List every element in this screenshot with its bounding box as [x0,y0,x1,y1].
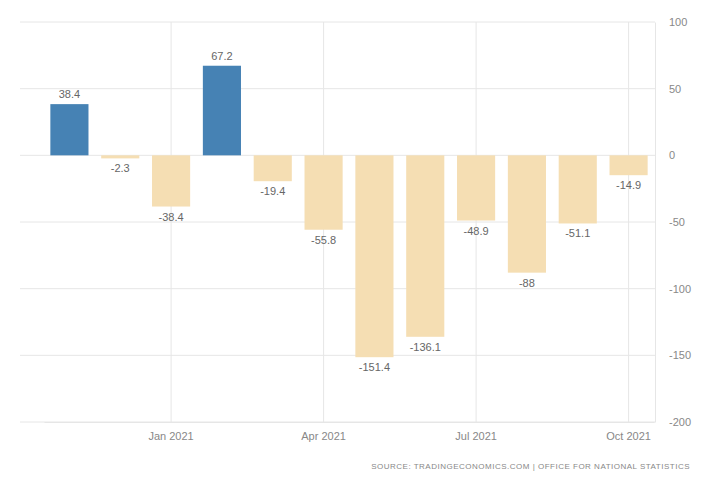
y-tick: -200 [655,416,691,428]
bar [508,155,546,272]
data-label: -51.1 [565,227,590,239]
data-label: 67.2 [211,50,232,62]
bar [152,155,190,206]
data-labels: 38.4 -2.3 -38.4 67.2 -19.4 -55.8 -151.4 -136.1 -… [59,50,641,373]
source: SOURCE: TRADINGECONOMICS.COM | OFFICE FO… [371,462,690,471]
y-axis: -200 -150 -100 -50 0 50 100 [655,16,691,428]
bar [457,155,495,220]
bar [50,104,88,155]
x-tick: Jan 2021 [148,422,193,442]
data-label: -88 [519,277,535,289]
x-tick-label: Jan 2021 [148,430,193,442]
data-label: -38.4 [159,211,184,223]
y-tick-label: -200 [669,416,691,428]
bar [254,155,292,181]
y-tick: 0 [655,149,675,161]
grid-line [628,22,629,422]
y-tick-label: -100 [669,283,691,295]
grid-line [20,88,655,89]
grid-line [20,355,655,356]
y-tick-label: 100 [669,16,687,28]
data-label: -55.8 [311,234,336,246]
data-label: -48.9 [464,225,489,237]
bar [101,155,139,158]
y-tick: -150 [655,349,691,361]
data-label: 38.4 [59,88,80,100]
data-label: -151.4 [359,361,390,373]
bars [50,66,647,357]
bar [355,155,393,357]
y-tick: 50 [655,83,681,95]
x-tick: Apr 2021 [301,422,346,442]
bar [305,155,343,229]
grid-line [20,288,655,289]
y-tick: -100 [655,283,691,295]
bar [559,155,597,223]
y-tick-label: 50 [669,83,681,95]
data-label: -14.9 [616,179,641,191]
y-tick-label: -150 [669,349,691,361]
data-label: -136.1 [410,341,441,353]
bar [610,155,648,175]
y-axis-line [655,23,656,423]
x-tick-label: Apr 2021 [301,430,346,442]
bar [203,66,241,156]
grid-line [20,422,655,423]
x-axis: Jan 2021 Apr 2021 Jul 2021 Oct 2021 [45,422,655,442]
x-tick-label: Jul 2021 [455,430,497,442]
x-tick: Oct 2021 [606,422,651,442]
x-tick: Jul 2021 [455,422,497,442]
y-tick-label: -50 [669,216,685,228]
grid-line [476,22,477,422]
bar [406,155,444,336]
data-label: -2.3 [111,162,130,174]
y-tick: -50 [655,216,685,228]
y-tick-label: 0 [669,149,675,161]
x-tick-label: Oct 2021 [606,430,651,442]
y-tick: 100 [655,16,687,28]
grid-line [20,22,655,23]
data-label: -19.4 [260,185,285,197]
grid [20,22,655,422]
x-axis-line [45,422,655,423]
chart: 38.4 -2.3 -38.4 67.2 -19.4 -55.8 -151.4 -136.1 -… [0,0,728,485]
